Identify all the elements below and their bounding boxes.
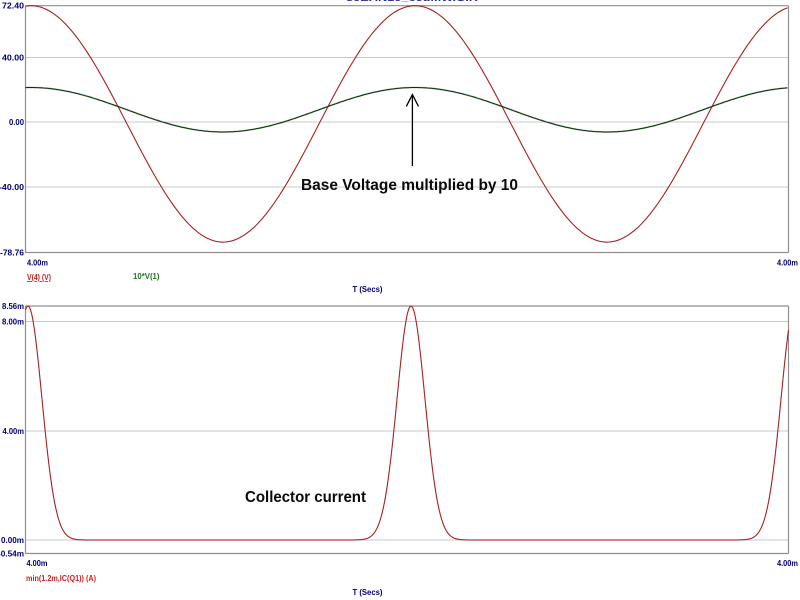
- svg-text:10*V(1): 10*V(1): [133, 271, 160, 281]
- svg-text:-78.76: -78.76: [0, 248, 24, 258]
- svg-text:min(1.2m,IC(Q1)) (A): min(1.2m,IC(Q1)) (A): [26, 573, 96, 583]
- svg-text:40.00: 40.00: [2, 53, 24, 63]
- svg-text:8.56m: 8.56m: [2, 301, 24, 311]
- svg-text:50EAN10_60uMW.CIR: 50EAN10_60uMW.CIR: [346, 0, 478, 3]
- svg-text:0.00: 0.00: [9, 117, 24, 127]
- svg-text:8.00m: 8.00m: [2, 317, 24, 327]
- svg-text:-0.54m: -0.54m: [0, 549, 24, 559]
- svg-text:4.00m: 4.00m: [27, 558, 48, 568]
- svg-text:T (Secs): T (Secs): [353, 587, 383, 597]
- svg-text:V(4) (V): V(4) (V): [27, 272, 51, 282]
- svg-text:4.00m: 4.00m: [27, 258, 48, 268]
- svg-text:4.00m: 4.00m: [3, 426, 25, 436]
- svg-text:4.00m: 4.00m: [777, 558, 798, 568]
- svg-text:72.40: 72.40: [2, 1, 24, 11]
- svg-text:0.00m: 0.00m: [1, 535, 24, 545]
- svg-text:4.00m: 4.00m: [777, 258, 798, 268]
- svg-text:Collector current: Collector current: [245, 489, 366, 506]
- svg-text:-40.00: -40.00: [0, 182, 24, 192]
- svg-text:Base Voltage multiplied by 10: Base Voltage multiplied by 10: [301, 177, 518, 194]
- svg-text:T (Secs): T (Secs): [353, 284, 383, 294]
